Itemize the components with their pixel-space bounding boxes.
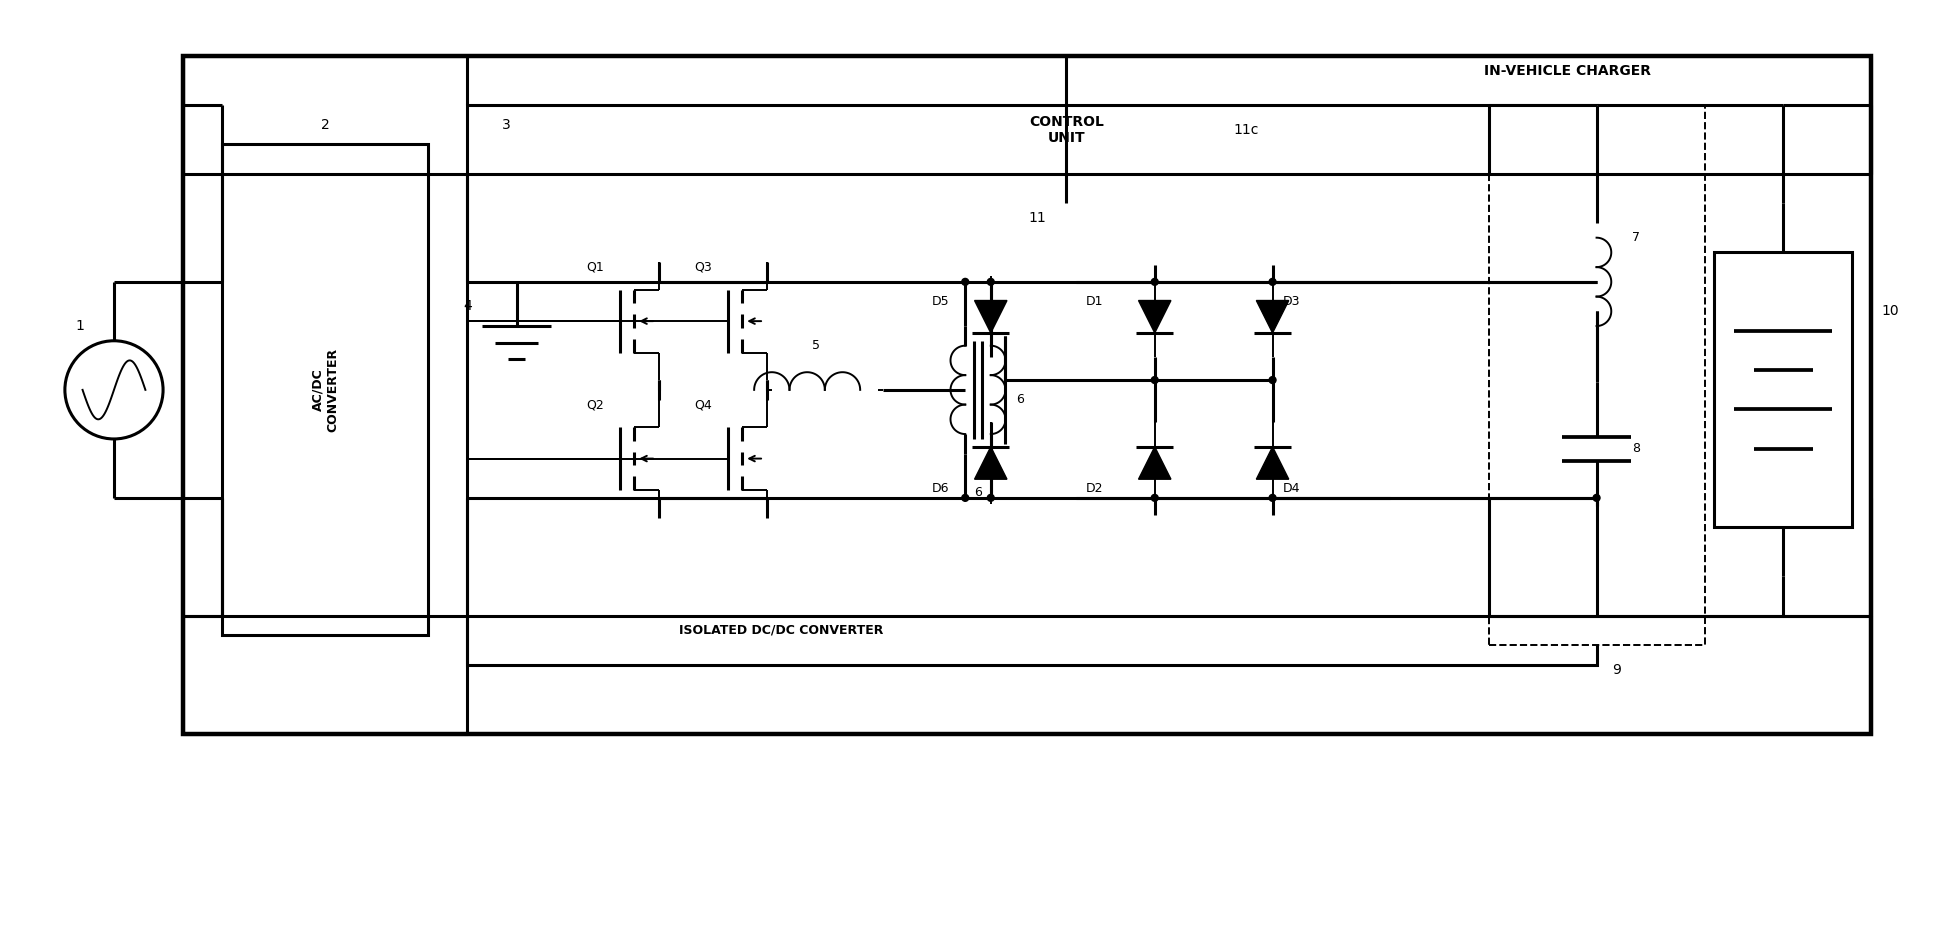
Circle shape xyxy=(987,278,993,286)
Text: CONTROL
UNIT: CONTROL UNIT xyxy=(1028,115,1103,145)
Text: Q3: Q3 xyxy=(694,260,712,273)
Bar xyxy=(1713,252,1851,527)
Circle shape xyxy=(1151,278,1157,286)
Text: IN-VEHICLE CHARGER: IN-VEHICLE CHARGER xyxy=(1482,64,1650,78)
Circle shape xyxy=(962,278,968,286)
Text: 11: 11 xyxy=(1028,211,1046,225)
Text: 10: 10 xyxy=(1881,304,1898,318)
Bar xyxy=(948,56,1183,203)
Bar xyxy=(182,56,1871,733)
Bar xyxy=(221,145,428,635)
Text: D2: D2 xyxy=(1085,481,1103,494)
Polygon shape xyxy=(1138,300,1171,333)
Circle shape xyxy=(1151,494,1157,502)
Circle shape xyxy=(1591,494,1599,502)
Text: D4: D4 xyxy=(1282,481,1300,494)
Text: 2: 2 xyxy=(321,118,328,132)
Text: 9: 9 xyxy=(1611,663,1621,677)
Text: 7: 7 xyxy=(1630,231,1638,244)
Circle shape xyxy=(1269,376,1275,384)
Circle shape xyxy=(987,494,993,502)
Polygon shape xyxy=(1255,447,1288,479)
Circle shape xyxy=(1269,278,1275,286)
Circle shape xyxy=(1151,376,1157,384)
Text: Q1: Q1 xyxy=(586,260,604,273)
Text: Q4: Q4 xyxy=(694,398,712,411)
Bar xyxy=(467,105,1595,665)
Polygon shape xyxy=(1255,300,1288,333)
Text: 1: 1 xyxy=(74,319,84,333)
Text: 6: 6 xyxy=(1017,393,1024,406)
Text: D5: D5 xyxy=(931,295,948,308)
Text: AC/DC
CONVERTER: AC/DC CONVERTER xyxy=(311,348,338,432)
Text: 5: 5 xyxy=(811,339,819,352)
Text: 8: 8 xyxy=(1630,442,1638,455)
Text: Q2: Q2 xyxy=(586,398,604,411)
Text: 11c: 11c xyxy=(1234,122,1257,136)
Text: D1: D1 xyxy=(1085,295,1103,308)
Text: 6: 6 xyxy=(974,487,981,500)
Circle shape xyxy=(1269,494,1275,502)
Text: D6: D6 xyxy=(931,481,948,494)
Bar xyxy=(1488,105,1703,645)
Polygon shape xyxy=(974,447,1007,479)
Polygon shape xyxy=(1138,447,1171,479)
Text: 4: 4 xyxy=(463,299,471,313)
Polygon shape xyxy=(974,300,1007,333)
Text: ISOLATED DC/DC CONVERTER: ISOLATED DC/DC CONVERTER xyxy=(678,624,884,637)
Text: 3: 3 xyxy=(502,118,510,132)
Circle shape xyxy=(962,494,968,502)
Text: D3: D3 xyxy=(1282,295,1300,308)
